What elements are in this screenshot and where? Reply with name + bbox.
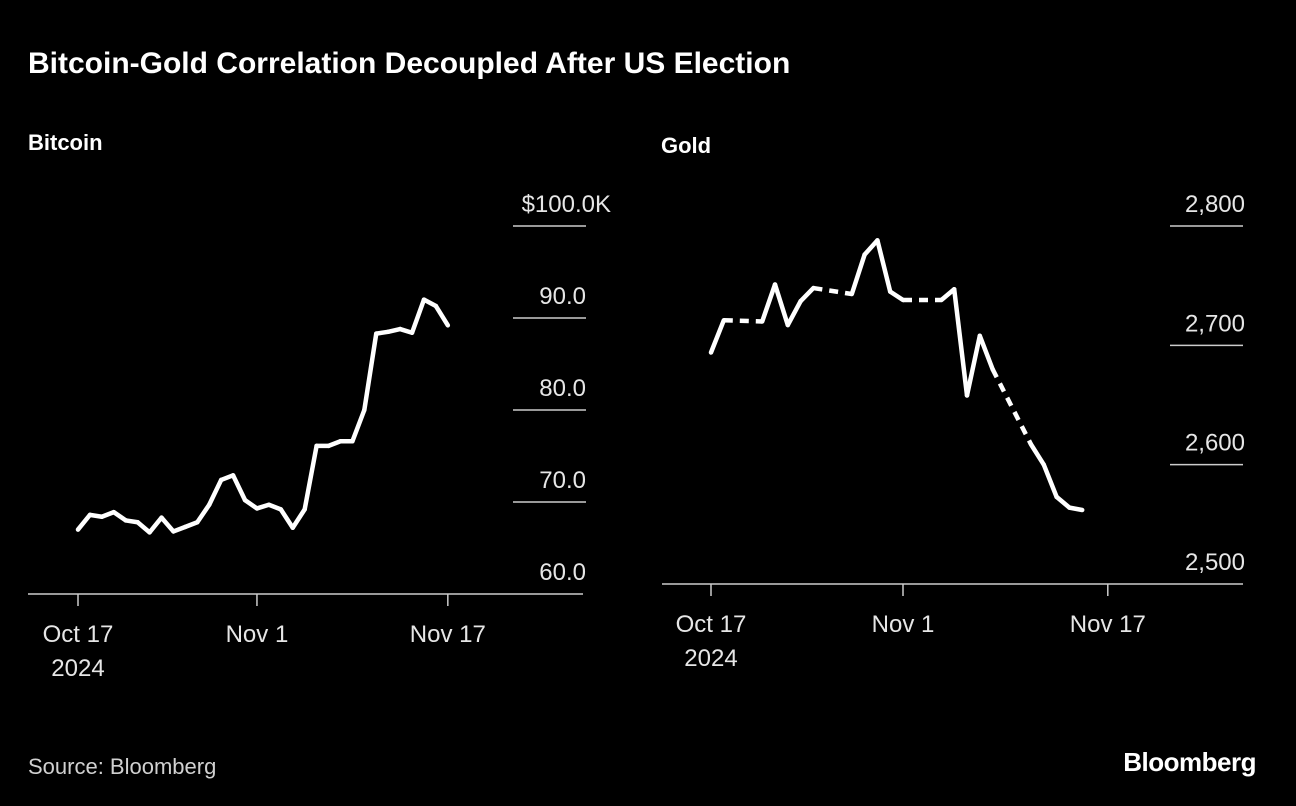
y-tick-label: 60.0	[539, 559, 586, 586]
series-segment	[159, 515, 176, 534]
series-segment	[135, 519, 152, 535]
y-tick-label: 70.0	[539, 467, 586, 494]
gold-panel: 2,800 2,700 2,600 2,500 Oct 17 2024 Nov 1 Nov 1…	[662, 191, 1245, 672]
x-tick-label: Oct 17	[676, 611, 747, 638]
series-gap-segment	[723, 318, 763, 324]
series-segment	[964, 333, 983, 398]
x-tick-year-label: 2024	[684, 645, 737, 672]
source-note: Source: Bloomberg	[28, 754, 216, 779]
x-tick-label: Nov 17	[1070, 611, 1146, 638]
x-tick-label: Nov 1	[872, 611, 935, 638]
bloomberg-logo: Bloomberg	[1123, 747, 1256, 777]
y-tick-label: 2,600	[1185, 430, 1245, 457]
x-tick-year-label: 2024	[51, 655, 104, 682]
series-segment	[350, 407, 367, 444]
series-segment	[242, 497, 260, 511]
y-tick-label: 2,800	[1185, 191, 1245, 218]
series-segment	[75, 512, 93, 532]
x-tick-label: Oct 17	[43, 621, 114, 648]
series-segment	[785, 298, 803, 328]
series-segment	[862, 238, 880, 257]
series-segment	[230, 473, 248, 503]
series-segment	[433, 303, 451, 328]
series-segment	[147, 515, 164, 535]
series-segment	[278, 507, 295, 531]
series-segment	[887, 289, 906, 303]
bitcoin-panel-title: Bitcoin	[28, 130, 103, 155]
series-segment	[1028, 442, 1047, 467]
y-tick-label: 2,700	[1185, 310, 1245, 337]
y-tick-label: $100.0K	[522, 191, 611, 218]
gold-panel-title: Gold	[661, 133, 711, 158]
series-segment	[1067, 505, 1085, 513]
series-segment	[421, 297, 439, 309]
series-segment	[798, 285, 816, 304]
series-segment	[875, 238, 893, 294]
series-segment	[939, 286, 957, 303]
series-segment	[708, 318, 727, 355]
y-tick-label: 2,500	[1185, 549, 1245, 576]
series-segment	[772, 282, 791, 328]
x-tick-label: Nov 1	[226, 621, 289, 648]
series-segment	[111, 509, 128, 523]
series-segment	[290, 507, 307, 531]
series-segment	[849, 252, 867, 297]
chart-title: Bitcoin-Gold Correlation Decoupled After…	[28, 47, 790, 80]
y-tick-label: 90.0	[539, 283, 586, 310]
series-gap-segment	[990, 368, 1034, 446]
y-tick-label: 80.0	[539, 375, 586, 402]
x-tick-label: Nov 17	[410, 621, 486, 648]
bitcoin-panel: $100.0K 90.0 80.0 70.0 60.0 Oct 17 2024 Nov 1 No…	[28, 191, 611, 682]
series-segment	[951, 286, 970, 398]
series-segment	[759, 282, 778, 324]
series-segment	[302, 443, 319, 512]
series-segment	[409, 297, 427, 335]
series-segment	[1041, 462, 1059, 500]
series-segment	[977, 333, 995, 372]
series-segment	[362, 331, 379, 413]
series-segment	[206, 477, 224, 508]
series-segment	[195, 502, 212, 525]
series-gap-segment	[813, 285, 853, 297]
series-segment	[1054, 494, 1072, 510]
